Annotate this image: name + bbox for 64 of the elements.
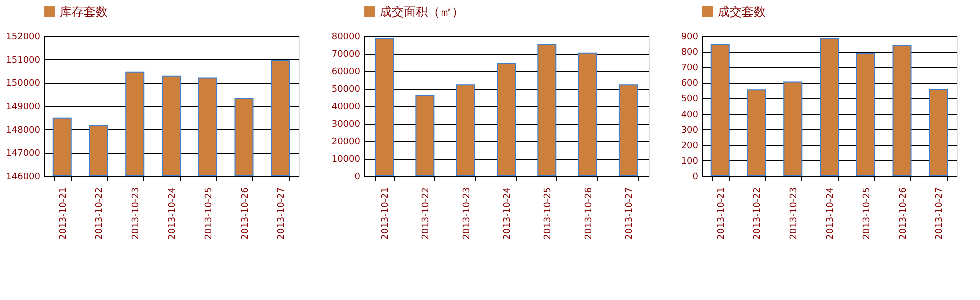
bar (929, 89, 948, 176)
x-tick-label: 2013-10-23 (462, 188, 472, 240)
y-tick-label: 0 (354, 172, 361, 182)
y-tick-label: 500 (681, 94, 699, 105)
x-tick-label: 2013-10-26 (898, 187, 909, 240)
x-tick-label: 2013-10-26 (240, 187, 251, 240)
y-tick-label: 100 (681, 156, 699, 167)
bar (538, 44, 557, 176)
bar (618, 84, 638, 176)
y-tick-label: 149000 (6, 102, 41, 112)
bar (456, 84, 476, 176)
x-tick-label: 2013-10-26 (584, 187, 594, 240)
y-tick-label: 146000 (6, 172, 41, 182)
bar (784, 82, 803, 176)
bar (416, 95, 435, 176)
x-tick-label: 2013-10-25 (204, 188, 214, 240)
x-tick-label: 2013-10-21 (58, 188, 69, 240)
legend-label: 成交套数 (718, 5, 766, 19)
legend-label: 库存套数 (60, 5, 108, 19)
y-tick-label: 800 (681, 48, 699, 58)
y-tick-label: 80000 (332, 32, 361, 42)
y-tick-label: 600 (681, 79, 699, 90)
y-tick-label: 700 (681, 64, 699, 74)
y-tick-label: 40000 (332, 102, 361, 112)
x-tick-label: 2013-10-27 (935, 188, 946, 240)
bar (820, 38, 839, 176)
y-tick-label: 60000 (332, 68, 361, 78)
y-tick-label: 150000 (6, 79, 41, 90)
x-tick-label: 2013-10-21 (716, 188, 727, 240)
bar (856, 53, 876, 176)
x-tick-label: 2013-10-22 (753, 188, 764, 240)
x-tick-label: 2013-10-23 (132, 188, 142, 240)
y-tick-label: 20000 (332, 138, 361, 148)
bar (710, 44, 730, 176)
bar (375, 38, 394, 176)
bar (892, 45, 912, 176)
x-tick-label: 2013-10-27 (624, 188, 635, 240)
y-tick-label: 148000 (6, 126, 41, 136)
y-tick-label: 151000 (6, 56, 41, 66)
y-tick-label: 152000 (6, 32, 41, 42)
y-tick-label: 900 (681, 32, 699, 42)
legend-label: 成交面积（㎡） (380, 5, 464, 19)
y-tick-label: 300 (681, 126, 699, 136)
x-tick-label: 2013-10-24 (826, 187, 836, 240)
x-tick-label: 2013-10-22 (95, 188, 106, 240)
bar (497, 63, 516, 176)
y-tick-label: 200 (681, 141, 699, 152)
y-tick-label: 70000 (332, 50, 361, 60)
y-tick-label: 147000 (6, 149, 41, 160)
x-tick-label: 2013-10-24 (503, 187, 513, 240)
x-tick-label: 2013-10-25 (544, 188, 554, 240)
x-tick-label: 2013-10-25 (862, 188, 872, 240)
x-tick-label: 2013-10-21 (381, 188, 392, 240)
x-tick-label: 2013-10-27 (277, 188, 288, 240)
y-tick-label: 10000 (332, 155, 361, 165)
x-tick-label: 2013-10-22 (422, 188, 432, 240)
x-tick-label: 2013-10-23 (790, 188, 800, 240)
y-tick-label: 0 (692, 172, 699, 182)
x-tick-label: 2013-10-24 (168, 187, 178, 240)
bar (578, 52, 598, 176)
y-tick-label: 30000 (332, 120, 361, 130)
y-tick-label: 400 (681, 110, 699, 120)
bar (747, 90, 766, 176)
y-tick-label: 50000 (332, 85, 361, 95)
